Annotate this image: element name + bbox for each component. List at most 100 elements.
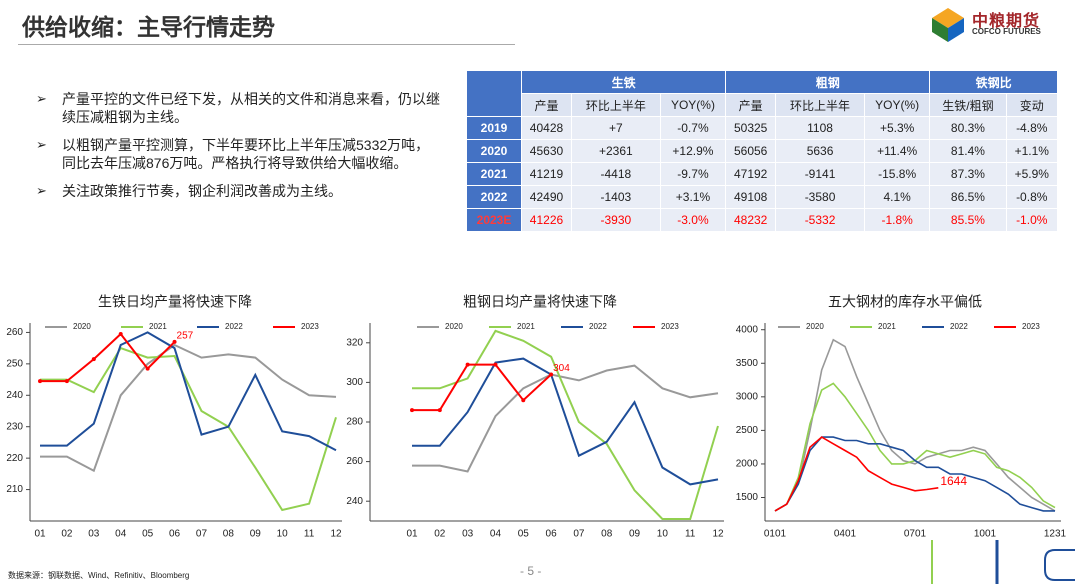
x-tick-label: 1001: [974, 529, 997, 540]
x-tick-label: 01: [34, 529, 46, 540]
table-row: 2019 40428 +7 -0.7% 50325 1108 +5.3% 80.3% -4.8%: [466, 116, 1058, 140]
y-tick-label: 300: [346, 377, 363, 388]
y-tick-label: 260: [346, 456, 363, 467]
x-tick-label: 05: [142, 529, 154, 540]
year-cell: 2023E: [466, 208, 522, 232]
x-tick-label: 09: [250, 529, 262, 540]
point: [91, 357, 96, 362]
y-tick-label: 3500: [736, 358, 759, 369]
table-cell: 80.3%: [929, 116, 1007, 140]
series-line: [40, 346, 337, 512]
x-tick-label: 0401: [834, 529, 857, 540]
table-cell: -0.8%: [1005, 185, 1058, 209]
table-cell: 48232: [725, 208, 777, 232]
x-tick-label: 08: [223, 529, 235, 540]
data-label: 304: [553, 363, 570, 374]
legend-label: 2020: [73, 322, 91, 331]
x-tick-label: 12: [712, 529, 724, 540]
legend-label: 2022: [950, 322, 968, 331]
x-tick-label: 01: [406, 529, 418, 540]
source-note: 数据来源：钢联数据、Wind、Refinitiv、Bloomberg: [8, 571, 190, 580]
y-tick-label: 260: [6, 327, 23, 338]
y-tick-label: 280: [346, 417, 363, 428]
x-tick-label: 06: [169, 529, 181, 540]
group-header: 粗钢: [725, 70, 931, 94]
y-tick-label: 240: [346, 496, 363, 507]
table-cell: -3930: [570, 208, 661, 232]
x-tick-label: 07: [573, 529, 585, 540]
chart-title: 五大钢材的库存水平偏低: [828, 294, 982, 310]
legend-label: 2021: [149, 322, 167, 331]
data-table: 生铁 粗钢 铁钢比 产量 环比上半年 YOY(%) 产量 环比上半年 YOY(%) 生铁/粗钢 变动…: [466, 70, 1058, 232]
column-header: 变动: [1005, 93, 1058, 117]
x-tick-label: 09: [629, 529, 641, 540]
chart-title: 生铁日均产量将快速下降: [98, 294, 252, 310]
page-number: - 5 -: [520, 564, 542, 578]
data-label: 257: [177, 330, 194, 341]
x-tick-label: 0101: [764, 529, 787, 540]
point: [521, 398, 526, 403]
year-cell: 2020: [466, 139, 522, 163]
table-cell: -4418: [570, 162, 661, 186]
group-header: 铁钢比: [929, 70, 1058, 94]
table-cell: 81.4%: [929, 139, 1007, 163]
table-cell: 56056: [725, 139, 777, 163]
table-row: 2020 45630 +2361 +12.9% 56056 5636 +11.4% 81.4%…: [466, 139, 1058, 163]
x-tick-label: 04: [115, 529, 127, 540]
x-tick-label: 03: [88, 529, 100, 540]
logo-text: 中粮期货: [972, 13, 1041, 30]
x-tick-label: 11: [304, 529, 315, 540]
legend-label: 2022: [589, 322, 607, 331]
x-tick-label: 1231: [1044, 529, 1067, 540]
table-cell: +11.4%: [863, 139, 931, 163]
column-header: YOY(%): [659, 93, 727, 117]
table-cell: 85.5%: [929, 208, 1007, 232]
table-cell: 1108: [775, 116, 865, 140]
column-header: 产量: [725, 93, 777, 117]
table-cell: 41219: [521, 162, 572, 186]
point: [172, 339, 177, 344]
table-cell: 40428: [521, 116, 572, 140]
table-cell: 45630: [521, 139, 572, 163]
series-line: [40, 331, 337, 452]
table-cell: -1.8%: [863, 208, 931, 232]
table-cell: 5636: [775, 139, 865, 163]
group-header: 生铁: [520, 70, 727, 94]
series-line: [412, 363, 552, 412]
year-cell: 2022: [466, 185, 522, 209]
x-tick-label: 04: [490, 529, 502, 540]
data-label: 1644: [940, 474, 967, 488]
logo-icon: [932, 8, 964, 42]
bullet: 以粗钢产量平控测算，下半年要环比上半年压减5332万吨，同比去年压减876万吨。…: [36, 136, 441, 172]
y-tick-label: 220: [6, 453, 23, 464]
bullet: 产量平控的文件已经下发，从相关的文件和消息来看，仍以继续压减粗钢为主线。: [36, 90, 441, 126]
y-tick-label: 4000: [736, 324, 759, 335]
y-tick-label: 3000: [736, 391, 759, 402]
point: [549, 372, 554, 377]
series-line: [412, 329, 719, 520]
x-tick-label: 0701: [904, 529, 927, 540]
column-header: YOY(%): [863, 93, 931, 117]
legend-label: 2022: [225, 322, 243, 331]
series-line: [40, 343, 337, 473]
x-tick-label: 07: [196, 529, 208, 540]
column-header: 生铁/粗钢: [929, 93, 1007, 117]
point: [64, 379, 69, 384]
x-tick-label: 02: [61, 529, 73, 540]
column-header: 产量: [521, 93, 572, 117]
table-cell: +5.9%: [1005, 162, 1058, 186]
legend-label: 2023: [661, 322, 679, 331]
table-cell: +12.9%: [659, 139, 727, 163]
table-cell: -1403: [570, 185, 661, 209]
table-cell: -0.7%: [659, 116, 727, 140]
point: [410, 408, 414, 413]
column-header: 环比上半年: [570, 93, 661, 117]
bullet-list: 产量平控的文件已经下发，从相关的文件和消息来看，仍以继续压减粗钢为主线。以粗钢产…: [36, 90, 441, 210]
series-line: [774, 382, 1056, 512]
series-line: [774, 436, 939, 512]
bullet: 关注政策推行节奏，钢企利润改善成为主线。: [36, 182, 441, 200]
header-row: 生铁 粗钢 铁钢比: [466, 70, 1058, 117]
legend-label: 2021: [878, 322, 896, 331]
x-tick-label: 06: [546, 529, 558, 540]
